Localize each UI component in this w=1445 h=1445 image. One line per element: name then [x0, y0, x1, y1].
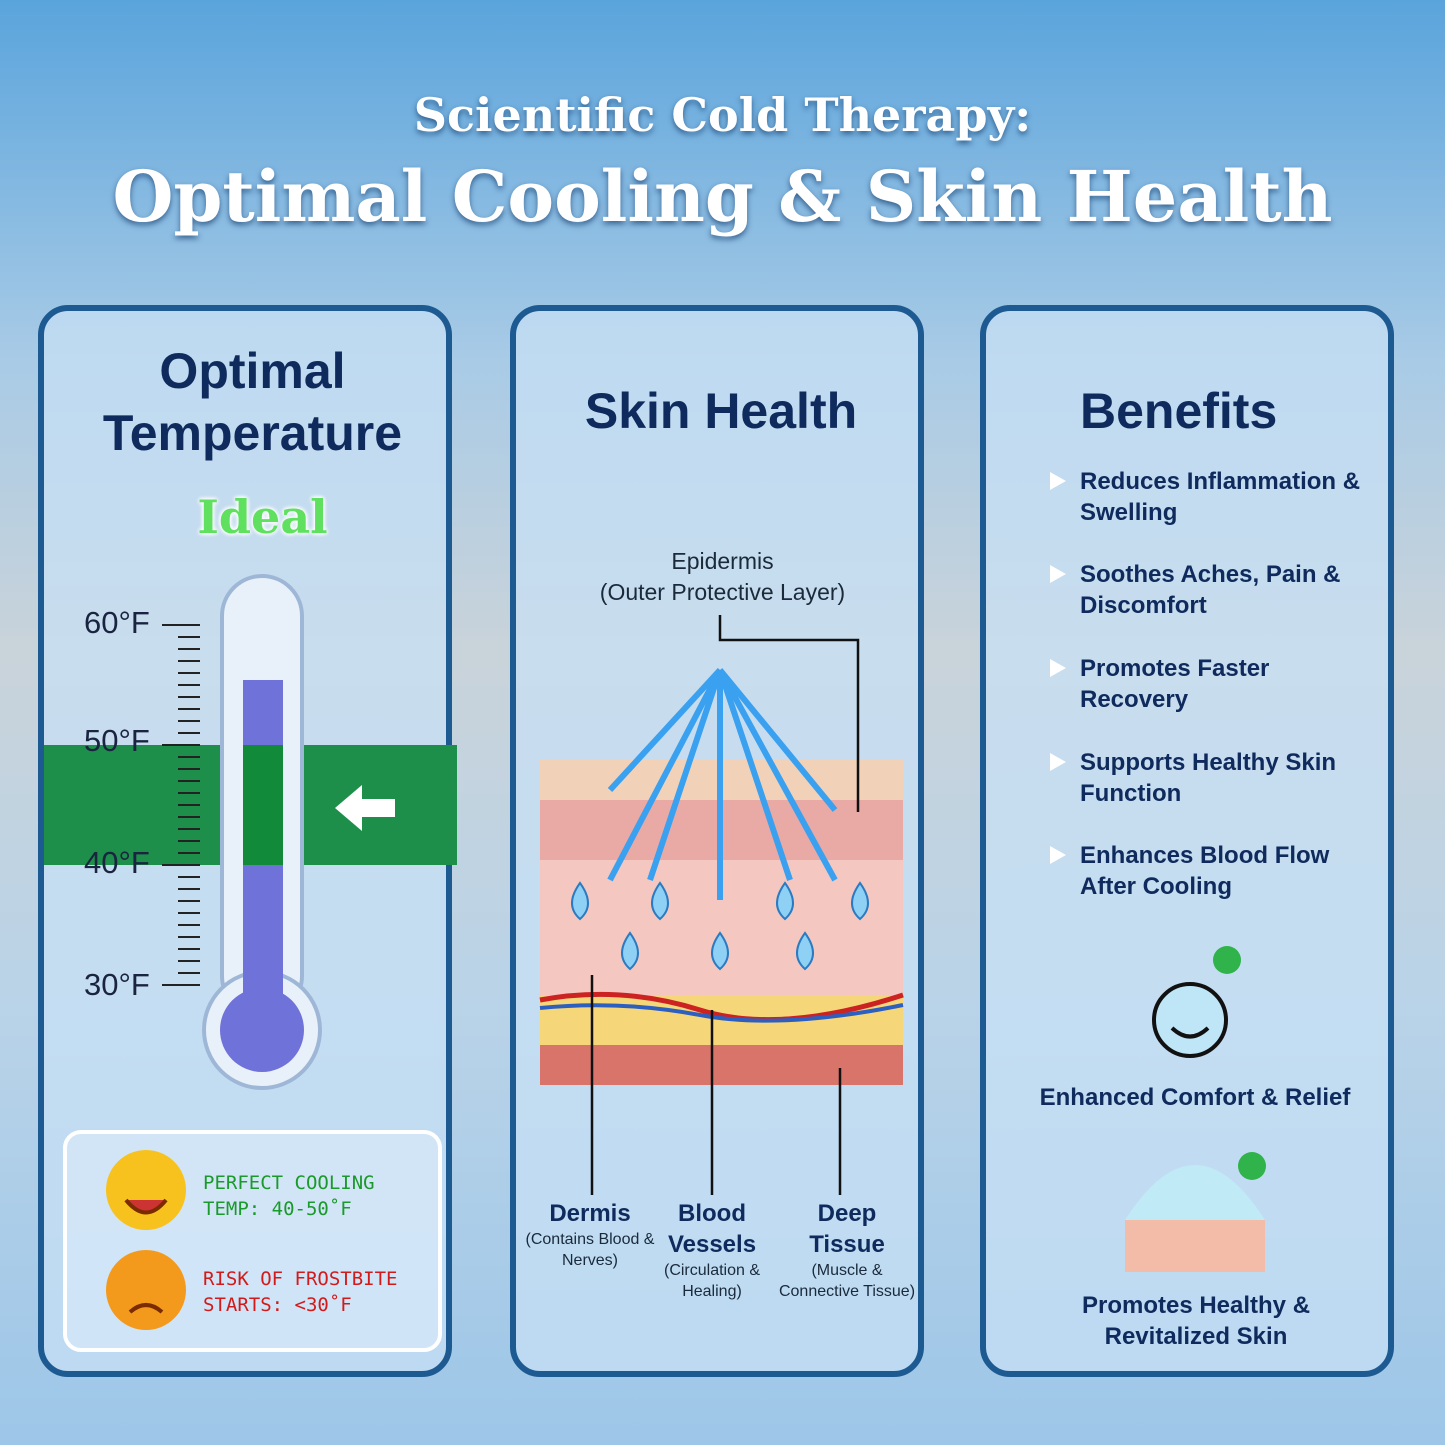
cold-ray	[717, 668, 838, 812]
benefit-item: Supports Healthy Skin Function	[1080, 749, 1337, 807]
comfort-icon	[1152, 982, 1228, 1058]
check	[1213, 946, 1241, 974]
layer-name: Deep Tissue (Muscle & Connective Tissue)	[778, 1200, 916, 1300]
cold-ray	[717, 668, 838, 882]
droplet	[776, 881, 794, 921]
benefit-item: Reduces Inflammation & Swelling	[1080, 468, 1361, 526]
bullet	[1050, 565, 1066, 583]
panel-title: Benefits	[1080, 383, 1278, 439]
check	[1238, 1152, 1266, 1180]
layer-note: (Muscle & Connective Tissue)	[778, 1262, 916, 1300]
legend-risk: RISK OF FROSTBITE STARTS: <30˚F	[203, 1268, 398, 1316]
leader-lines	[590, 615, 860, 1195]
arrow	[335, 785, 395, 831]
bullet	[1050, 472, 1066, 490]
callout-name: Epidermis	[671, 548, 774, 574]
cold-ray	[607, 668, 723, 882]
scale-label: 50°F	[84, 723, 150, 758]
thermo-bulb	[220, 988, 304, 1072]
bullet	[1050, 753, 1066, 771]
droplet	[851, 881, 869, 921]
kicker: Scientific Cold Therapy:	[413, 88, 1032, 142]
bullet	[1050, 846, 1066, 864]
benefit-item: Soothes Aches, Pain & Discomfort	[1080, 561, 1341, 619]
main-title: Optimal Cooling & Skin Health	[112, 155, 1333, 238]
layer-note: (Contains Blood & Nerves)	[525, 1231, 655, 1269]
layer-note: (Circulation & Healing)	[663, 1262, 761, 1300]
callout-note: (Outer Protective Layer)	[599, 579, 846, 605]
feature: Enhanced Comfort & Relief	[1039, 1084, 1351, 1111]
cold-ray	[647, 669, 723, 881]
skin-icon	[1125, 1165, 1265, 1220]
droplet	[621, 931, 639, 971]
benefit-item: Promotes Faster Recovery	[1080, 655, 1270, 713]
scale-ticks	[162, 624, 200, 986]
thermo-fill-ideal	[243, 745, 283, 865]
ideal-badge: Ideal	[197, 490, 328, 544]
layer-name: Blood Vessels (Circulation & Healing)	[642, 1198, 782, 1302]
panel-title: Optimal Temperature	[102, 343, 403, 461]
scale-label: 30°F	[84, 967, 150, 1002]
droplet	[651, 881, 669, 921]
droplet	[796, 931, 814, 971]
skin-diagram	[539, 667, 904, 1085]
scale-label: 60°F	[84, 605, 150, 640]
scale-label: 40°F	[84, 845, 150, 880]
panel-title: Skin Health	[584, 383, 858, 439]
cold-ray	[607, 667, 723, 793]
droplet	[711, 931, 729, 971]
benefit-item: Enhances Blood Flow After Cooling	[1080, 842, 1330, 900]
droplet	[571, 881, 589, 921]
worried-face	[106, 1250, 186, 1330]
cold-ray	[717, 669, 793, 881]
happy-face	[106, 1150, 186, 1230]
legend-good: PERFECT COOLING TEMP: 40-50˚F	[203, 1172, 375, 1220]
layer-name: Dermis (Contains Blood & Nerves)	[520, 1198, 660, 1271]
feature: Promotes Healthy & Revitalized Skin	[1081, 1292, 1311, 1350]
bullet	[1050, 659, 1066, 677]
